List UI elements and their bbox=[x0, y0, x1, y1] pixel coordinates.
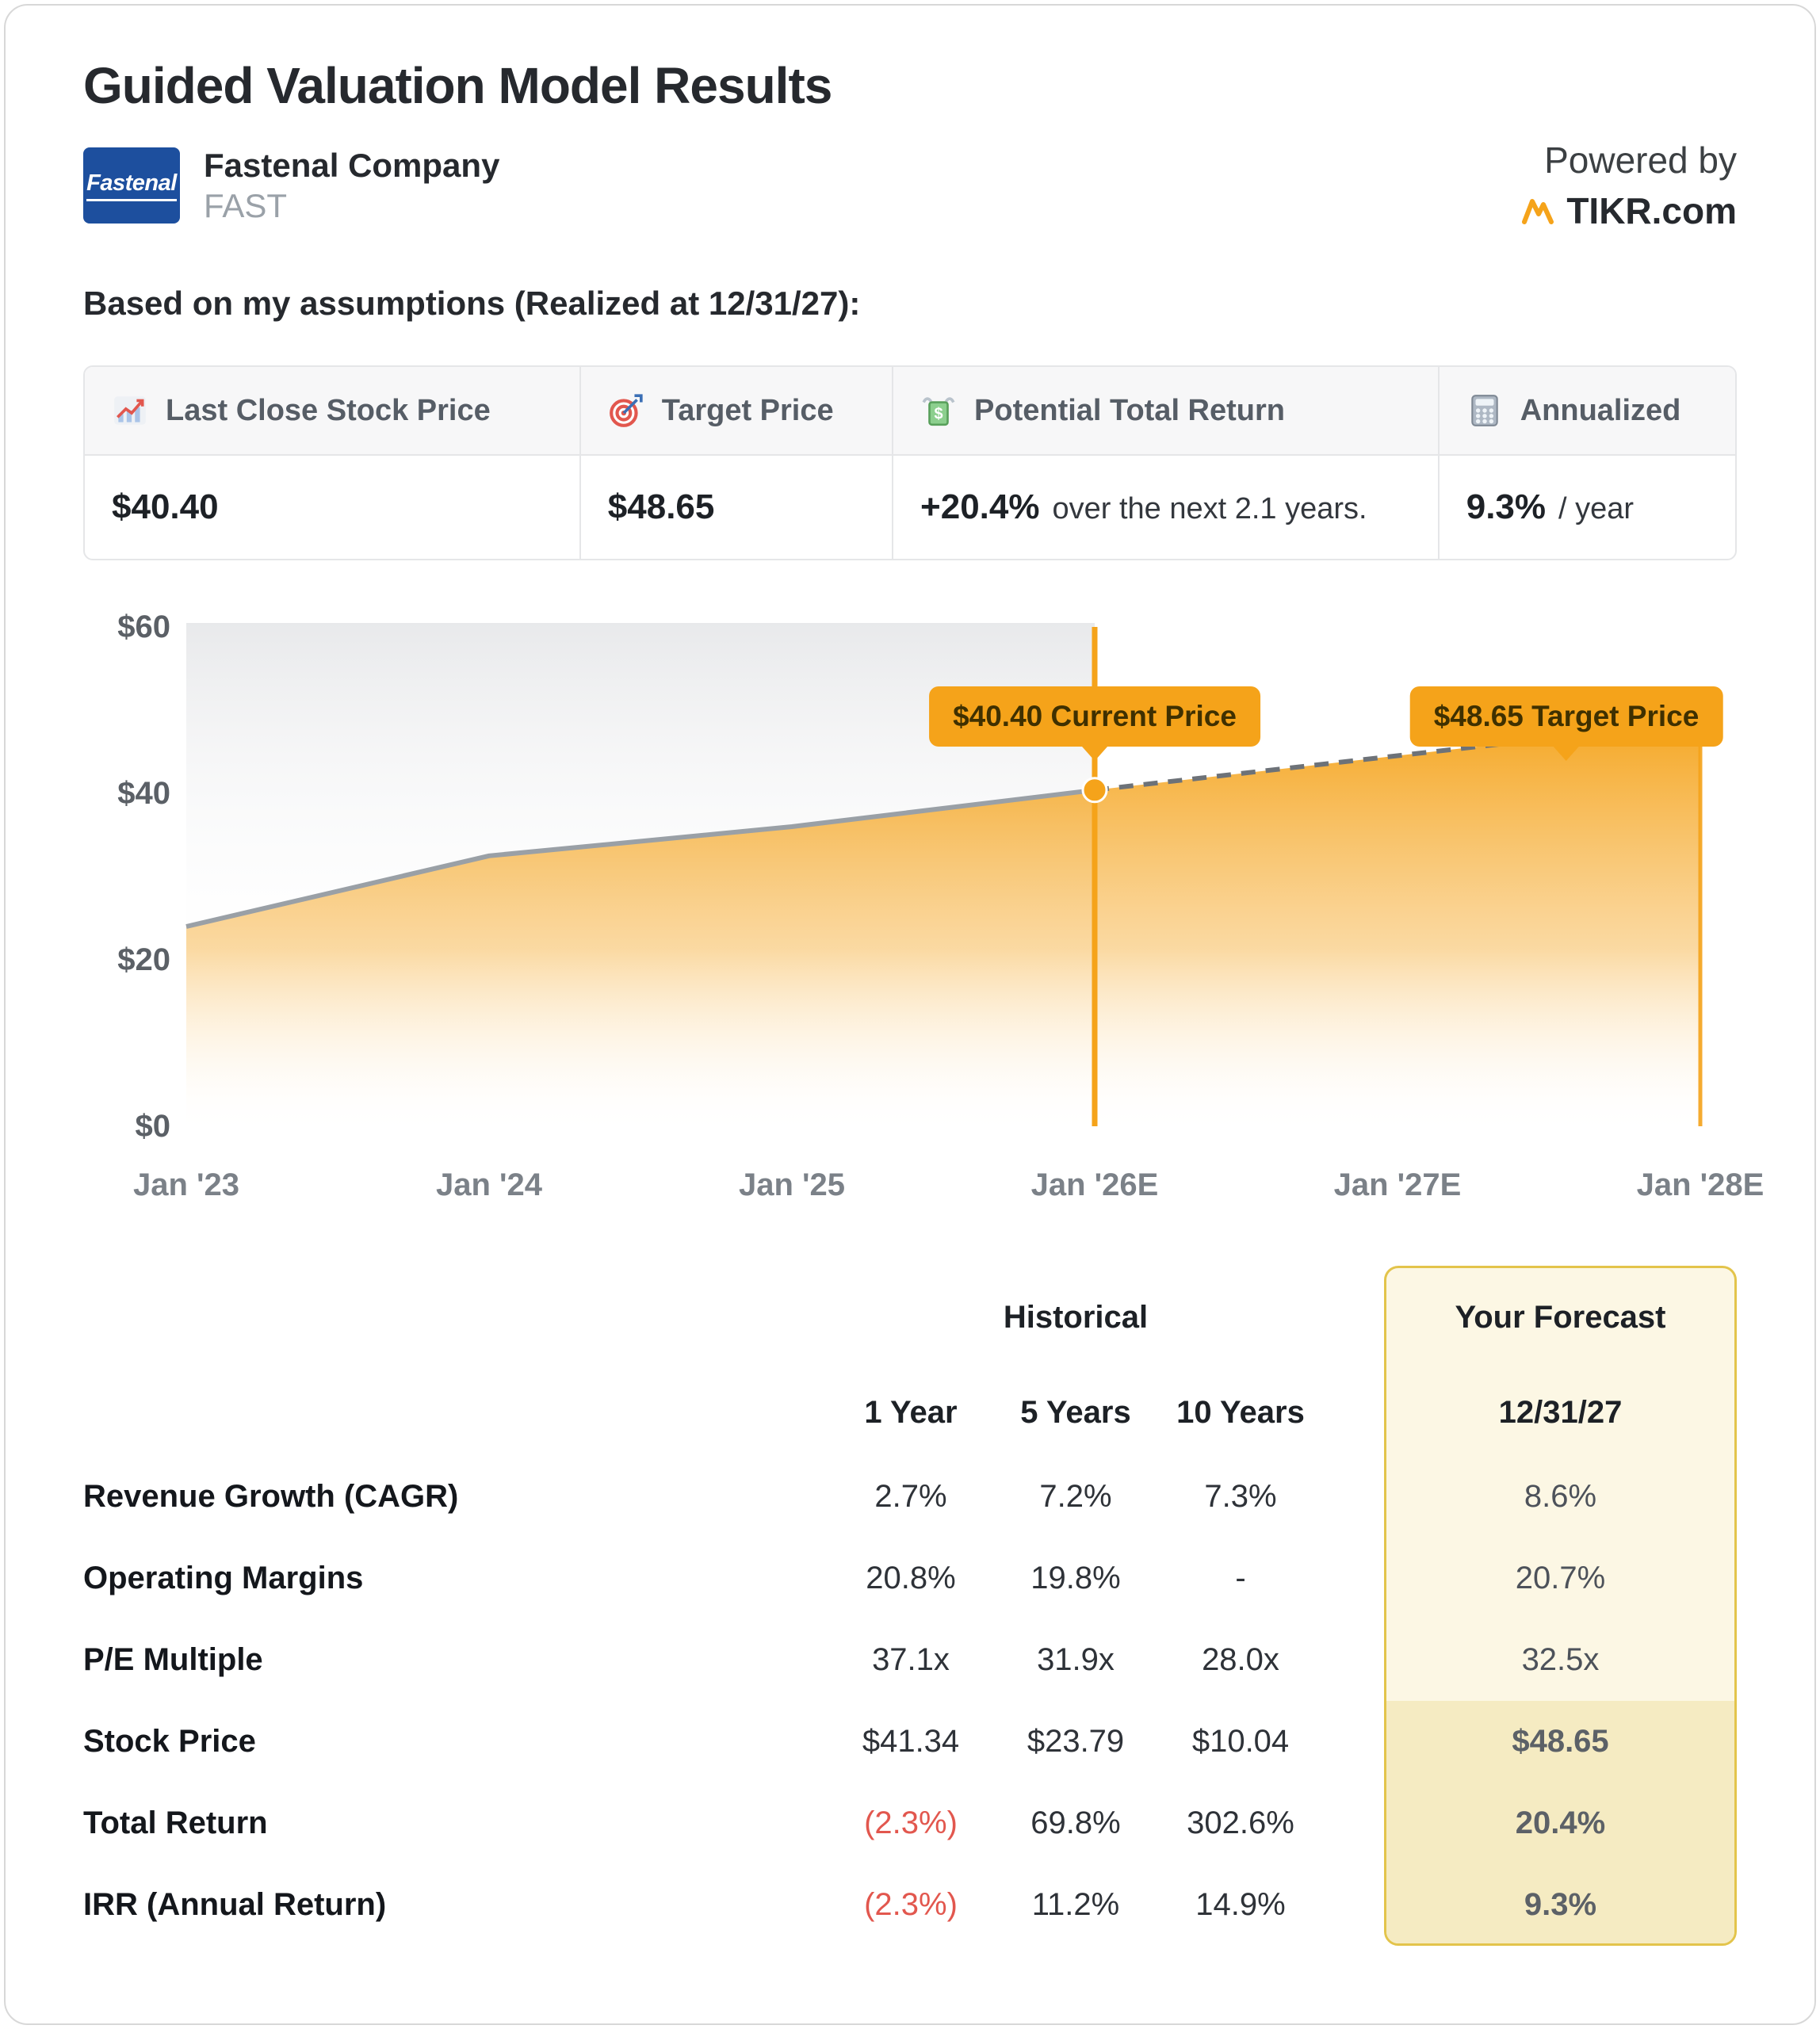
target-price-pill: $48.65 Target Price bbox=[1409, 686, 1723, 747]
summary-header-annualized: Annualized bbox=[1437, 367, 1735, 456]
line-chart-icon bbox=[112, 392, 148, 429]
forecast-cell: $48.65 bbox=[1512, 1724, 1609, 1759]
valuation-report-card: Guided Valuation Model Results Fastenal … bbox=[4, 4, 1816, 2025]
table-cell: 28.0x bbox=[1202, 1642, 1279, 1677]
annualized-value: 9.3% / year bbox=[1437, 456, 1735, 559]
row-label: P/E Multiple bbox=[83, 1642, 263, 1677]
y-tick: $60 bbox=[117, 609, 170, 644]
summary-label: Annualized bbox=[1520, 393, 1681, 427]
forecast-cell: 9.3% bbox=[1524, 1887, 1597, 1922]
row-label: Revenue Growth (CAGR) bbox=[83, 1479, 459, 1514]
summary-header-total-return: $ Potential Total Return bbox=[892, 367, 1438, 456]
summary-table: Last Close Stock Price Target Price $ bbox=[83, 365, 1737, 560]
summary-header-last-close: Last Close Stock Price bbox=[85, 367, 579, 456]
table-cell: $41.34 bbox=[862, 1724, 960, 1759]
x-tick: Jan '28E bbox=[1636, 1167, 1765, 1202]
table-cell: (2.3%) bbox=[864, 1887, 958, 1922]
forecast-cell: 20.7% bbox=[1515, 1561, 1606, 1595]
current-price-dot bbox=[1081, 777, 1108, 804]
table-cell: $10.04 bbox=[1191, 1724, 1290, 1759]
forecast-price-line bbox=[1094, 719, 1701, 793]
svg-text:$: $ bbox=[935, 405, 943, 422]
row-label: Operating Margins bbox=[83, 1561, 364, 1595]
abacus-icon bbox=[1466, 392, 1503, 429]
summary-label: Target Price bbox=[661, 393, 834, 427]
x-tick: Jan '24 bbox=[435, 1167, 543, 1202]
money-wings-icon: $ bbox=[920, 392, 957, 429]
fastenal-logo-text: Fastenal bbox=[86, 170, 177, 201]
row-label: Total Return bbox=[83, 1805, 268, 1840]
table-cell: $23.79 bbox=[1027, 1724, 1125, 1759]
company-ticker: FAST bbox=[204, 187, 288, 224]
historical-price-line bbox=[185, 787, 1095, 929]
column-header: 10 Years bbox=[1176, 1394, 1305, 1430]
current-price-pill: $40.40 Current Price bbox=[929, 686, 1260, 747]
summary-label: Last Close Stock Price bbox=[166, 393, 491, 427]
column-header: 1 Year bbox=[864, 1394, 958, 1430]
forecast-cell: 8.6% bbox=[1524, 1479, 1597, 1514]
table-cell: 14.9% bbox=[1195, 1887, 1286, 1922]
y-tick: $0 bbox=[135, 1109, 171, 1144]
price-chart: $60 $40 $20 $0 Jan '23 Jan '24 Jan '25 J… bbox=[83, 609, 1764, 1229]
company-header: Fastenal Fastenal Company FAST Powered b… bbox=[83, 139, 1737, 232]
table-cell: 2.7% bbox=[874, 1479, 947, 1514]
forecast-highlight-region bbox=[1386, 1701, 1734, 1943]
table-cell: - bbox=[1235, 1561, 1246, 1595]
target-icon bbox=[608, 392, 644, 429]
table-cell: 37.1x bbox=[872, 1642, 950, 1677]
column-header: 5 Years bbox=[1020, 1394, 1131, 1430]
tikr-logo-icon bbox=[1520, 193, 1555, 228]
summary-value: 9.3% bbox=[1466, 487, 1547, 526]
x-tick: Jan '25 bbox=[738, 1167, 846, 1202]
company-name: Fastenal Company bbox=[204, 146, 500, 184]
group-header-forecast: Your Forecast bbox=[1455, 1299, 1666, 1335]
metrics-table: Historical Your Forecast 1 Year 5 Years … bbox=[83, 1266, 1737, 1946]
summary-value: $40.40 bbox=[112, 487, 219, 526]
y-tick: $20 bbox=[117, 942, 170, 977]
total-return-value: +20.4% over the next 2.1 years. bbox=[892, 456, 1438, 559]
table-cell: 302.6% bbox=[1187, 1805, 1294, 1840]
forecast-cell: 20.4% bbox=[1515, 1805, 1606, 1840]
group-header-historical: Historical bbox=[1003, 1299, 1149, 1335]
target-price-value: $48.65 bbox=[579, 456, 892, 559]
table-cell: 31.9x bbox=[1037, 1642, 1115, 1677]
summary-note: / year bbox=[1558, 492, 1635, 525]
x-tick: Jan '23 bbox=[132, 1167, 240, 1202]
table-cell: 19.8% bbox=[1030, 1561, 1121, 1595]
summary-note: over the next 2.1 years. bbox=[1052, 492, 1367, 525]
summary-value: $48.65 bbox=[607, 487, 715, 526]
column-header-forecast-date: 12/31/27 bbox=[1498, 1394, 1623, 1430]
table-cell: 7.2% bbox=[1039, 1479, 1112, 1514]
x-tick: Jan '27E bbox=[1333, 1167, 1462, 1202]
assumptions-heading: Based on my assumptions (Realized at 12/… bbox=[83, 285, 861, 322]
forecast-cell: 32.5x bbox=[1521, 1642, 1600, 1677]
row-label: Stock Price bbox=[83, 1724, 256, 1759]
tikr-brand-link[interactable]: TIKR.com bbox=[1566, 190, 1737, 231]
x-tick: Jan '26E bbox=[1030, 1167, 1159, 1202]
price-area bbox=[186, 721, 1700, 1126]
last-close-value: $40.40 bbox=[85, 456, 579, 559]
table-cell: (2.3%) bbox=[864, 1805, 958, 1840]
summary-label: Potential Total Return bbox=[974, 393, 1285, 427]
powered-by-label: Powered by bbox=[1544, 139, 1737, 181]
row-label: IRR (Annual Return) bbox=[83, 1887, 387, 1922]
summary-header-target-price: Target Price bbox=[579, 367, 893, 456]
table-cell: 11.2% bbox=[1031, 1887, 1120, 1922]
page-title: Guided Valuation Model Results bbox=[83, 57, 832, 114]
y-tick: $40 bbox=[117, 776, 170, 811]
table-cell: 20.8% bbox=[866, 1561, 956, 1595]
table-cell: 69.8% bbox=[1030, 1805, 1121, 1840]
table-cell: 7.3% bbox=[1204, 1479, 1277, 1514]
price-chart-canvas bbox=[185, 623, 1703, 1126]
summary-value: +20.4% bbox=[920, 487, 1040, 526]
fastenal-logo: Fastenal bbox=[83, 147, 180, 224]
